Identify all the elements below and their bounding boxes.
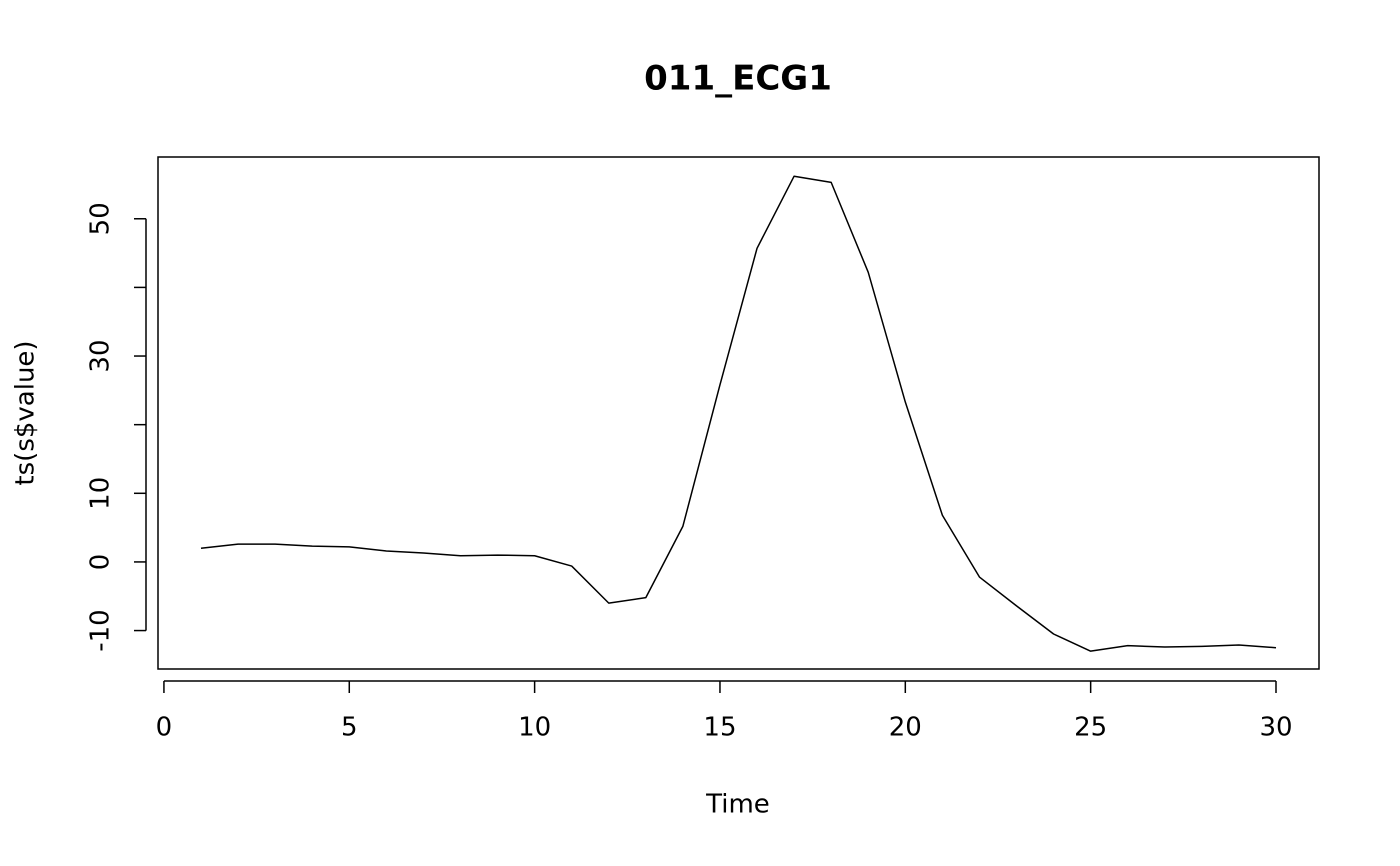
x-axis-label: Time bbox=[705, 790, 770, 820]
x-tick-label: 30 bbox=[1259, 713, 1292, 743]
y-axis-label: ts(s$value) bbox=[11, 340, 41, 485]
chart-title: 011_ECG1 bbox=[644, 59, 832, 99]
y-tick-label: 30 bbox=[86, 339, 116, 372]
y-tick-label: -10 bbox=[86, 609, 116, 651]
x-tick-label: 0 bbox=[156, 713, 173, 743]
x-tick-label: 5 bbox=[341, 713, 358, 743]
x-tick-label: 15 bbox=[703, 713, 736, 743]
x-tick-label: 25 bbox=[1074, 713, 1107, 743]
x-tick-label: 20 bbox=[889, 713, 922, 743]
y-tick-label: 10 bbox=[86, 477, 116, 510]
y-tick-label: 0 bbox=[86, 554, 116, 571]
plot-box bbox=[157, 156, 1320, 670]
y-tick-label: 50 bbox=[86, 202, 116, 235]
series-line bbox=[200, 175, 1277, 652]
x-tick-label: 10 bbox=[518, 713, 551, 743]
